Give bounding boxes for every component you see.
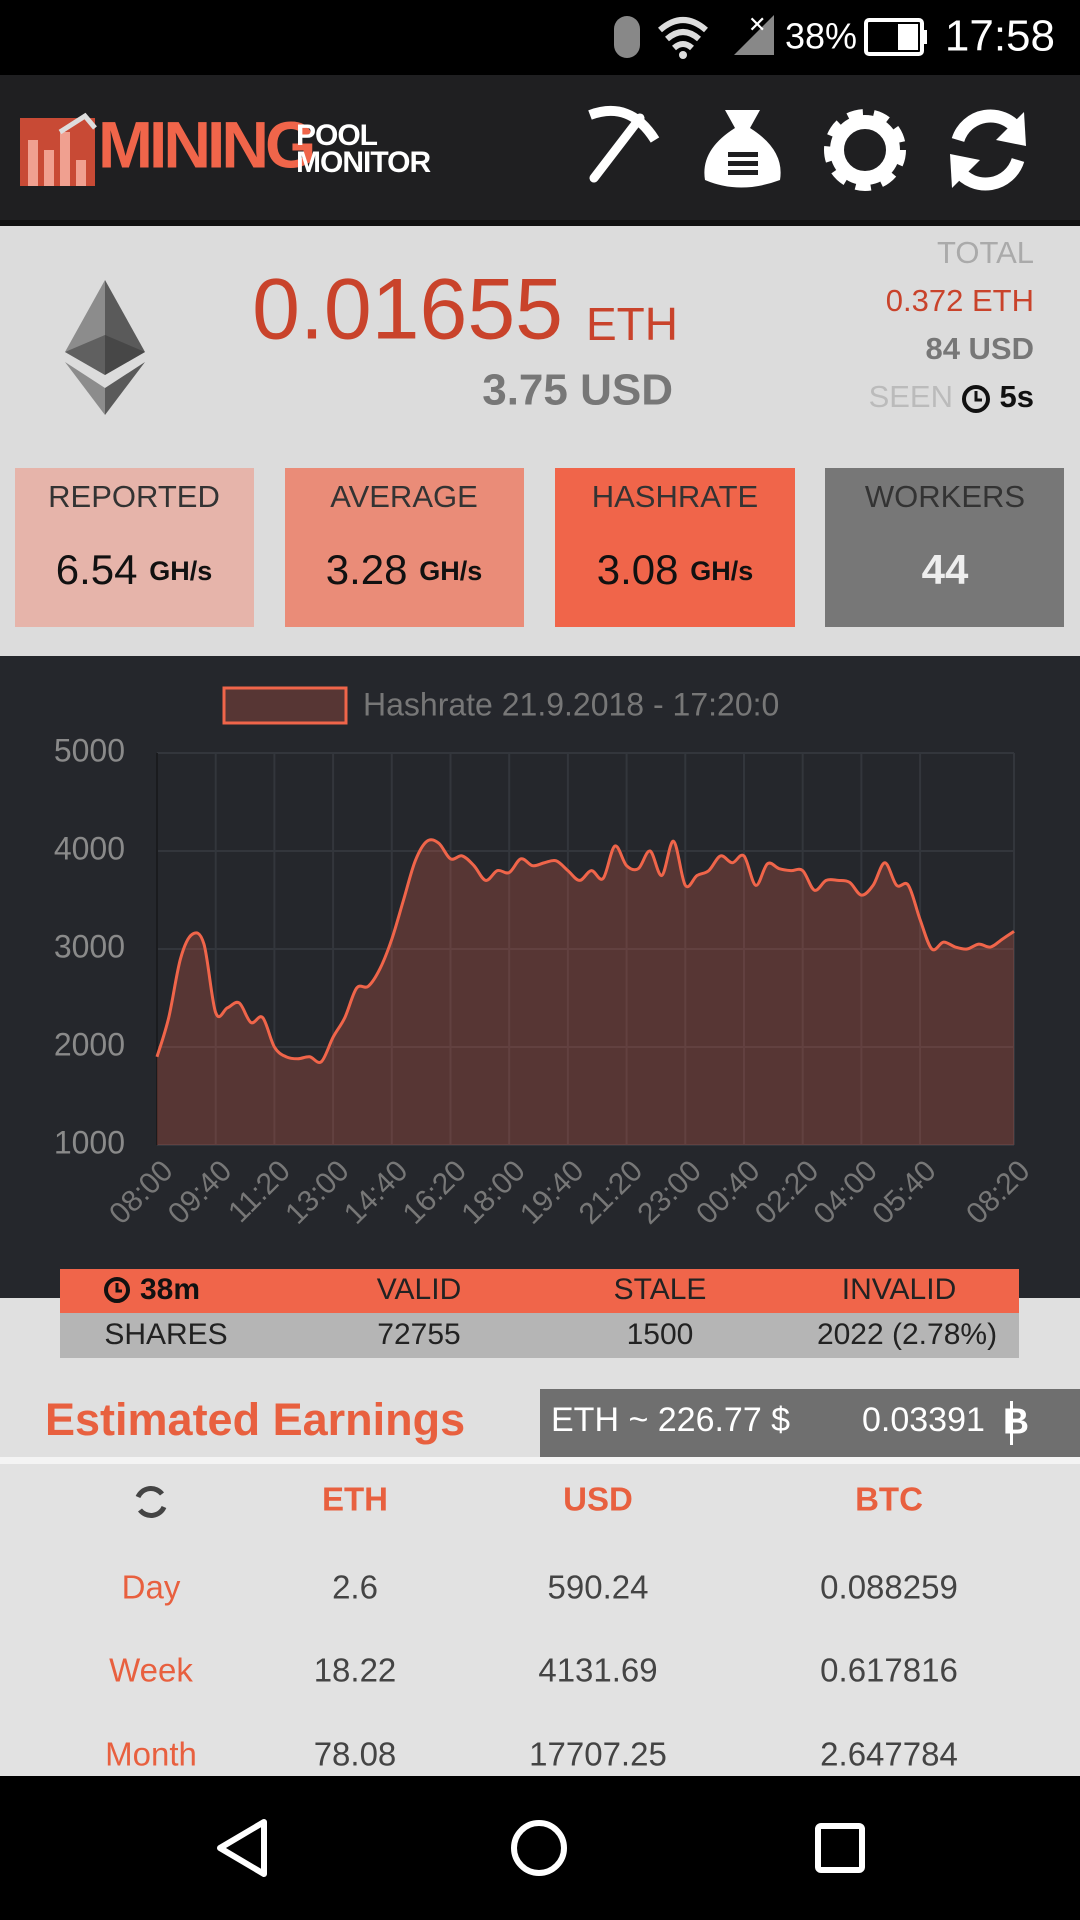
- row-label: Month: [105, 1736, 197, 1773]
- shares-time: 38m: [140, 1273, 200, 1306]
- eth-price: ETH ~ 226.77 $: [551, 1401, 790, 1439]
- column-header: ETH: [322, 1481, 388, 1518]
- legend-label: Hashrate 21.9.2018 - 17:20:0: [363, 686, 779, 722]
- legend-swatch: [222, 686, 348, 725]
- settings-icon[interactable]: [824, 109, 906, 191]
- column-header: BTC: [855, 1481, 923, 1518]
- refresh-icon[interactable]: [950, 109, 1026, 191]
- total-label: TOTAL: [937, 235, 1034, 270]
- value: 3.08: [597, 546, 679, 593]
- card-value: 6.54 GH/s: [56, 546, 212, 593]
- earnings-rows: Day 2.6 590.24 0.088259 Week 18.22 4131.69 0.61…: [105, 1569, 958, 1773]
- card-value: 3.08 GH/s: [597, 546, 753, 593]
- table-cell: 18.22: [314, 1652, 397, 1689]
- wallet-icon[interactable]: [704, 110, 781, 188]
- value: 6.54: [56, 546, 138, 593]
- table-cell: 78.08: [314, 1736, 397, 1773]
- logo-icon: [20, 112, 97, 186]
- line: [155, 838, 1015, 1064]
- seen-value: 5s: [1000, 379, 1034, 414]
- card-label: REPORTED: [48, 479, 220, 514]
- y-tick-label: 2000: [54, 1026, 125, 1062]
- table-cell: 590.24: [548, 1569, 649, 1606]
- shares-row-label: SHARES: [104, 1318, 227, 1351]
- recents-button[interactable]: [815, 1823, 865, 1873]
- logo-main: MINING: [98, 107, 313, 181]
- card-value: 3.28 GH/s: [326, 546, 482, 593]
- btc-price: 0.03391: [862, 1401, 985, 1439]
- total-usd: 84 USD: [925, 331, 1034, 366]
- row-label: Week: [109, 1652, 193, 1689]
- btc-icon: B: [1003, 1401, 1029, 1445]
- card-label: HASHRATE: [592, 479, 759, 514]
- card-value: 44: [922, 546, 969, 593]
- clock-icon: [104, 1277, 130, 1303]
- unit: GH/s: [149, 556, 212, 586]
- shares-row: [60, 1313, 1019, 1358]
- seen-label: SEEN: [869, 379, 953, 414]
- column-header: USD: [563, 1481, 633, 1518]
- card: [15, 468, 254, 627]
- value: 3.28: [326, 546, 408, 593]
- card-label: WORKERS: [865, 479, 1025, 514]
- unit: GH/s: [690, 556, 753, 586]
- nav-bar: [0, 1776, 1080, 1920]
- shares-header-cell: VALID: [377, 1273, 461, 1306]
- eth-logo: [65, 280, 145, 415]
- card-label: AVERAGE: [330, 479, 478, 514]
- header-border: [0, 220, 1080, 226]
- home-button[interactable]: [511, 1820, 567, 1876]
- table-cell: 0.088259: [820, 1569, 958, 1606]
- app-header: [0, 75, 1080, 222]
- shares-cell: 2022 (2.78%): [817, 1318, 997, 1351]
- table-cell: 2.6: [332, 1569, 378, 1606]
- card: [825, 468, 1064, 627]
- earnings-title: Estimated Earnings: [45, 1394, 465, 1445]
- balance-usd: 3.75 USD: [482, 366, 673, 415]
- area: [157, 839, 1014, 1145]
- back-button[interactable]: [217, 1819, 267, 1877]
- card: [285, 468, 524, 627]
- price-box: [540, 1389, 1080, 1457]
- shares-cell: 1500: [627, 1318, 694, 1351]
- table-cell: 2.647784: [820, 1736, 958, 1773]
- row-label: Day: [122, 1569, 181, 1606]
- total-eth: 0.372 ETH: [886, 283, 1034, 318]
- logo-top: POOL: [296, 119, 378, 152]
- svg-text:B: B: [1003, 1401, 1029, 1442]
- y-tick-label: 4000: [54, 830, 125, 866]
- earnings-table: [0, 1464, 1080, 1776]
- logo-bottom: MONITOR: [296, 146, 431, 179]
- table-refresh-icon[interactable]: [135, 1486, 167, 1518]
- status-icons: ✕: [614, 12, 927, 59]
- table-cell: 0.617816: [820, 1652, 958, 1689]
- clock-icon: [962, 385, 990, 413]
- y-tick-label: 1000: [54, 1124, 125, 1160]
- shares-header-cell: INVALID: [842, 1273, 956, 1306]
- pickaxe-icon[interactable]: [588, 105, 660, 183]
- y-tick-label: 5000: [54, 732, 125, 768]
- shares-header: [60, 1269, 1019, 1313]
- y-tick-label: 3000: [54, 928, 125, 964]
- balance: 0.01655: [252, 262, 563, 358]
- balance-unit: ETH: [586, 298, 678, 350]
- chart-panel: [0, 656, 1080, 1298]
- divider: [0, 1457, 1080, 1464]
- svg-text:✕: ✕: [748, 12, 766, 37]
- table-cell: 17707.25: [529, 1736, 667, 1773]
- shares-cell: 72755: [377, 1318, 460, 1351]
- battery-percent: 38%: [785, 16, 857, 57]
- card: [555, 468, 795, 627]
- shares-header-cell: STALE: [614, 1273, 707, 1306]
- clock: 17:58: [945, 12, 1055, 61]
- unit: GH/s: [419, 556, 482, 586]
- table-cell: 4131.69: [538, 1652, 657, 1689]
